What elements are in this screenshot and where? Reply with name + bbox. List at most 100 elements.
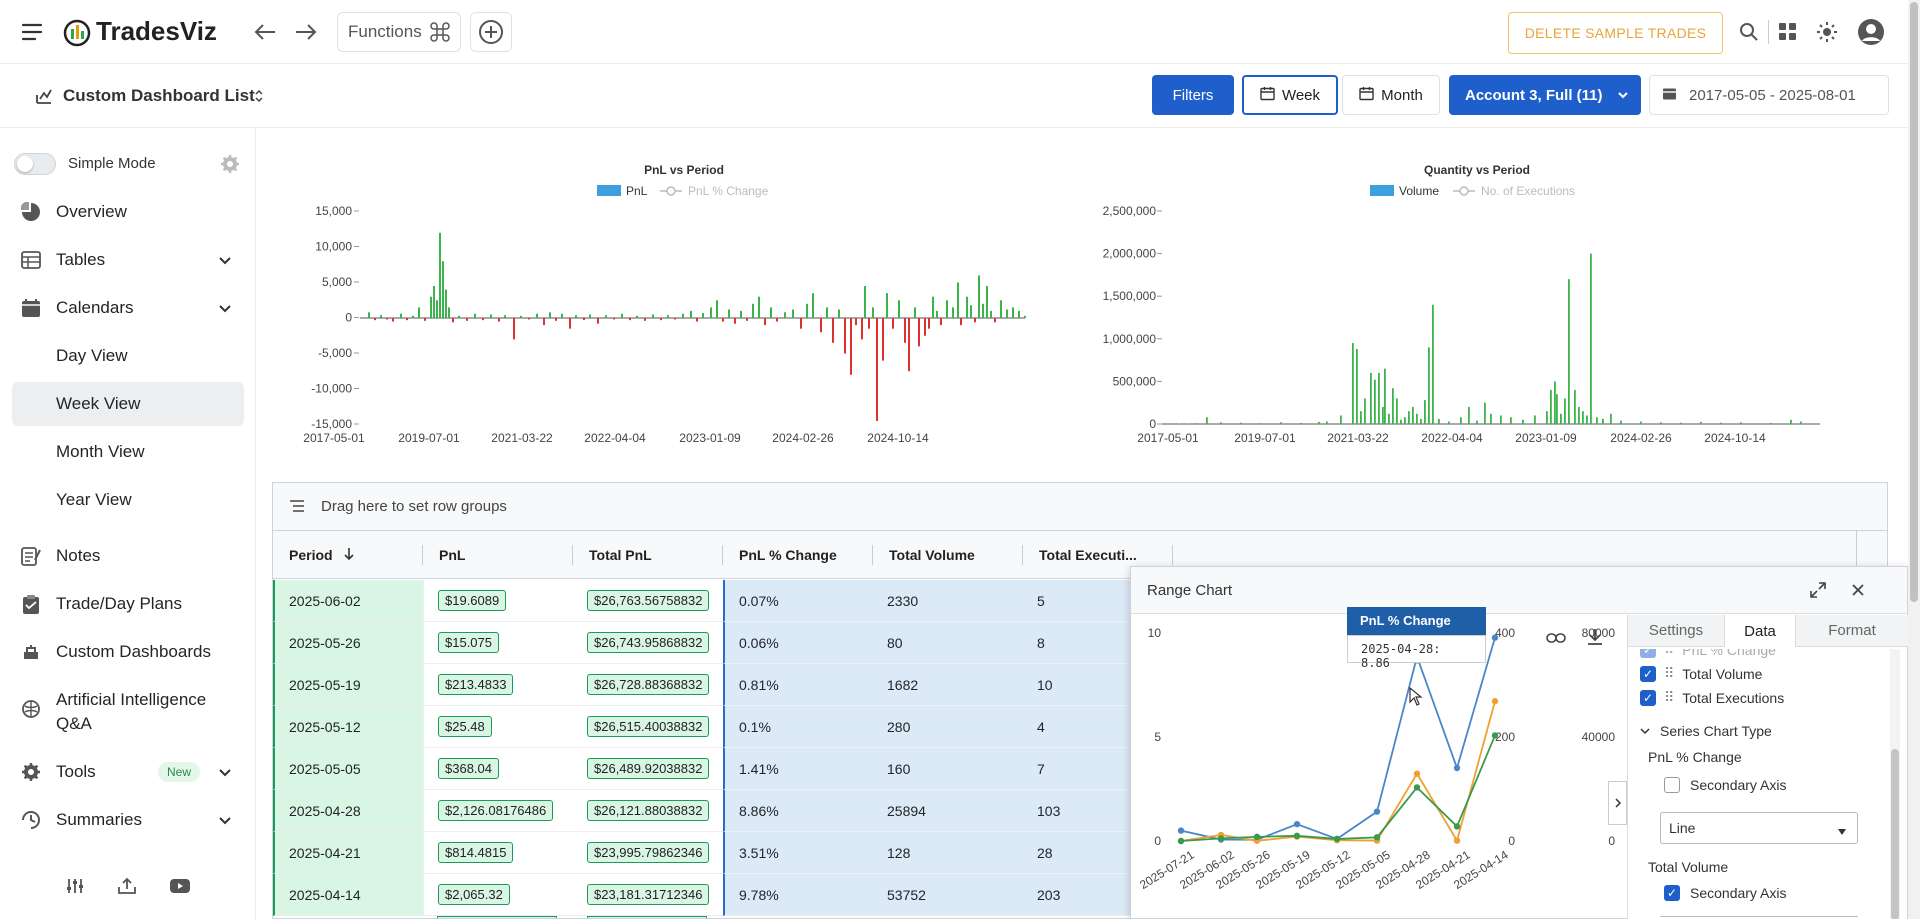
series-chart-type-section[interactable]: Series Chart Type (1640, 723, 1772, 739)
volume-bar[interactable] (1568, 279, 1570, 424)
pnl-bar[interactable] (710, 307, 712, 318)
column-header-total-volume[interactable]: Total Volume (889, 547, 975, 563)
volume-bar[interactable] (1574, 389, 1576, 424)
pnl-bar[interactable] (597, 318, 599, 324)
volume-bar[interactable] (1186, 423, 1188, 425)
volume-bar[interactable] (1720, 422, 1722, 424)
volume-bar[interactable] (1240, 422, 1242, 424)
volume-bar[interactable] (1378, 372, 1380, 424)
volume-bar[interactable] (1360, 411, 1362, 424)
pnl-bar[interactable] (872, 307, 874, 318)
volume-bar[interactable] (1220, 422, 1222, 424)
cell-pnl-pct[interactable]: 3.51% (723, 832, 873, 874)
pnl-bar[interactable] (696, 318, 698, 322)
volume-bar[interactable] (1400, 419, 1402, 424)
pnl-bar[interactable] (764, 318, 766, 326)
pnl-bar[interactable] (702, 313, 704, 318)
cell-total-volume[interactable]: 53752 (873, 874, 1023, 916)
cell-pnl[interactable]: $213.4833 (423, 664, 573, 706)
cell-total-volume[interactable]: 128 (873, 832, 1023, 874)
volume-bar[interactable] (1578, 406, 1580, 424)
pnl-bar[interactable] (898, 300, 900, 318)
pnl-bar[interactable] (776, 318, 778, 322)
pnl-bar[interactable] (892, 318, 894, 329)
cell-pnl[interactable]: $814.4815 (423, 832, 573, 874)
account-select-button[interactable]: Account 3, Full (11) (1449, 75, 1641, 115)
date-range-picker[interactable]: 2017-05-05 - 2025-08-01 (1649, 75, 1889, 115)
sort-updown-icon[interactable] (253, 88, 265, 109)
tab-format[interactable]: Format (1796, 615, 1908, 647)
column-header-pnl-pct-change[interactable]: PnL % Change (739, 547, 837, 563)
volume-bar[interactable] (1564, 398, 1566, 424)
legend-swatch-pnl[interactable] (597, 185, 621, 196)
volume-bar[interactable] (1412, 406, 1414, 424)
pnl-bar[interactable] (613, 318, 615, 320)
link-icon[interactable] (1543, 627, 1569, 649)
sidebar-item-trade-day-plans[interactable]: Trade/Day Plans (12, 582, 244, 626)
volume-bar[interactable] (1468, 406, 1470, 424)
pnl-bar[interactable] (667, 315, 669, 318)
volume-bar[interactable] (1602, 418, 1604, 424)
volume-bar[interactable] (1352, 343, 1354, 424)
pnl-bar[interactable] (960, 318, 962, 326)
volume-bar[interactable] (1408, 411, 1410, 424)
legend-label-executions[interactable]: No. of Executions (1481, 184, 1575, 198)
tab-settings[interactable]: Settings (1628, 615, 1724, 647)
legend-swatch-volume[interactable] (1370, 185, 1394, 196)
share-upload-icon[interactable] (116, 875, 138, 897)
volume-bar[interactable] (1318, 421, 1320, 424)
pnl-bar[interactable] (448, 307, 450, 318)
cell-pnl[interactable]: $19.6089 (423, 580, 573, 622)
range-series-line[interactable] (1180, 637, 1496, 841)
cell-period[interactable]: 2025-05-19 (273, 664, 423, 706)
pnl-bar[interactable] (770, 307, 772, 318)
sidebar-item-tables[interactable]: Tables (12, 238, 244, 282)
pnl-bar[interactable] (690, 310, 692, 318)
volume-bar[interactable] (1740, 422, 1742, 424)
pnl-bar[interactable] (784, 312, 786, 318)
settings-gear-icon[interactable] (220, 154, 240, 179)
volume-bar[interactable] (1396, 398, 1398, 424)
pnl-bar[interactable] (812, 293, 814, 318)
sidebar-item-day-view[interactable]: Day View (12, 334, 244, 378)
sidebar-item-overview[interactable]: Overview (12, 190, 244, 234)
scrollbar-thumb[interactable] (1891, 749, 1899, 919)
apps-grid-icon[interactable] (1776, 20, 1800, 44)
functions-button[interactable]: Functions (337, 12, 461, 52)
cell-total-pnl[interactable]: $23,995.79862346 (573, 832, 723, 874)
pnl-bar[interactable] (374, 318, 376, 321)
tab-data[interactable]: Data (1724, 615, 1796, 647)
table-row[interactable]: 2025-05-12 $25.48 $26,515.40038832 0.1% 280 4 (273, 706, 1388, 748)
pnl-bar[interactable] (583, 318, 585, 321)
volume-bar[interactable] (1404, 417, 1406, 424)
pnl-bar[interactable] (908, 318, 910, 372)
range-series-point[interactable] (1293, 832, 1301, 839)
volume-bar[interactable] (1554, 381, 1556, 424)
cell-period[interactable]: 2025-04-21 (273, 832, 423, 874)
cell-total-volume[interactable]: 280 (873, 706, 1023, 748)
pnl-bar[interactable] (536, 313, 538, 318)
delete-sample-trades-button[interactable]: DELETE SAMPLE TRADES (1508, 12, 1723, 54)
cell-total-pnl[interactable]: $26,763.56758832 (573, 580, 723, 622)
pnl-bar[interactable] (418, 307, 420, 318)
range-series-point[interactable] (1453, 764, 1461, 772)
pnl-bar[interactable] (400, 313, 402, 318)
custom-dashboard-list-label[interactable]: Custom Dashboard List (63, 86, 255, 105)
volume-bar[interactable] (1420, 418, 1422, 424)
pnl-bar[interactable] (482, 318, 484, 321)
pnl-bar[interactable] (716, 300, 718, 318)
drag-handle-icon[interactable]: ⠿ (1664, 689, 1675, 705)
pnl-bar[interactable] (800, 318, 802, 329)
cell-pnl-pct[interactable]: 0.1% (723, 706, 873, 748)
cell-total-pnl[interactable]: $26,121.88038832 (573, 790, 723, 832)
cell-period[interactable]: 2025-05-12 (273, 706, 423, 748)
youtube-icon[interactable] (168, 875, 192, 897)
pnl-bar[interactable] (904, 318, 906, 343)
volume-bar[interactable] (1560, 413, 1562, 424)
month-toggle-button[interactable]: Month (1342, 75, 1440, 115)
cell-pnl-pct[interactable]: 0.06% (723, 622, 873, 664)
volume-bar[interactable] (1388, 413, 1390, 424)
pnl-bar[interactable] (439, 232, 441, 318)
pnl-bar[interactable] (990, 310, 992, 318)
pnl-bar[interactable] (605, 315, 607, 318)
